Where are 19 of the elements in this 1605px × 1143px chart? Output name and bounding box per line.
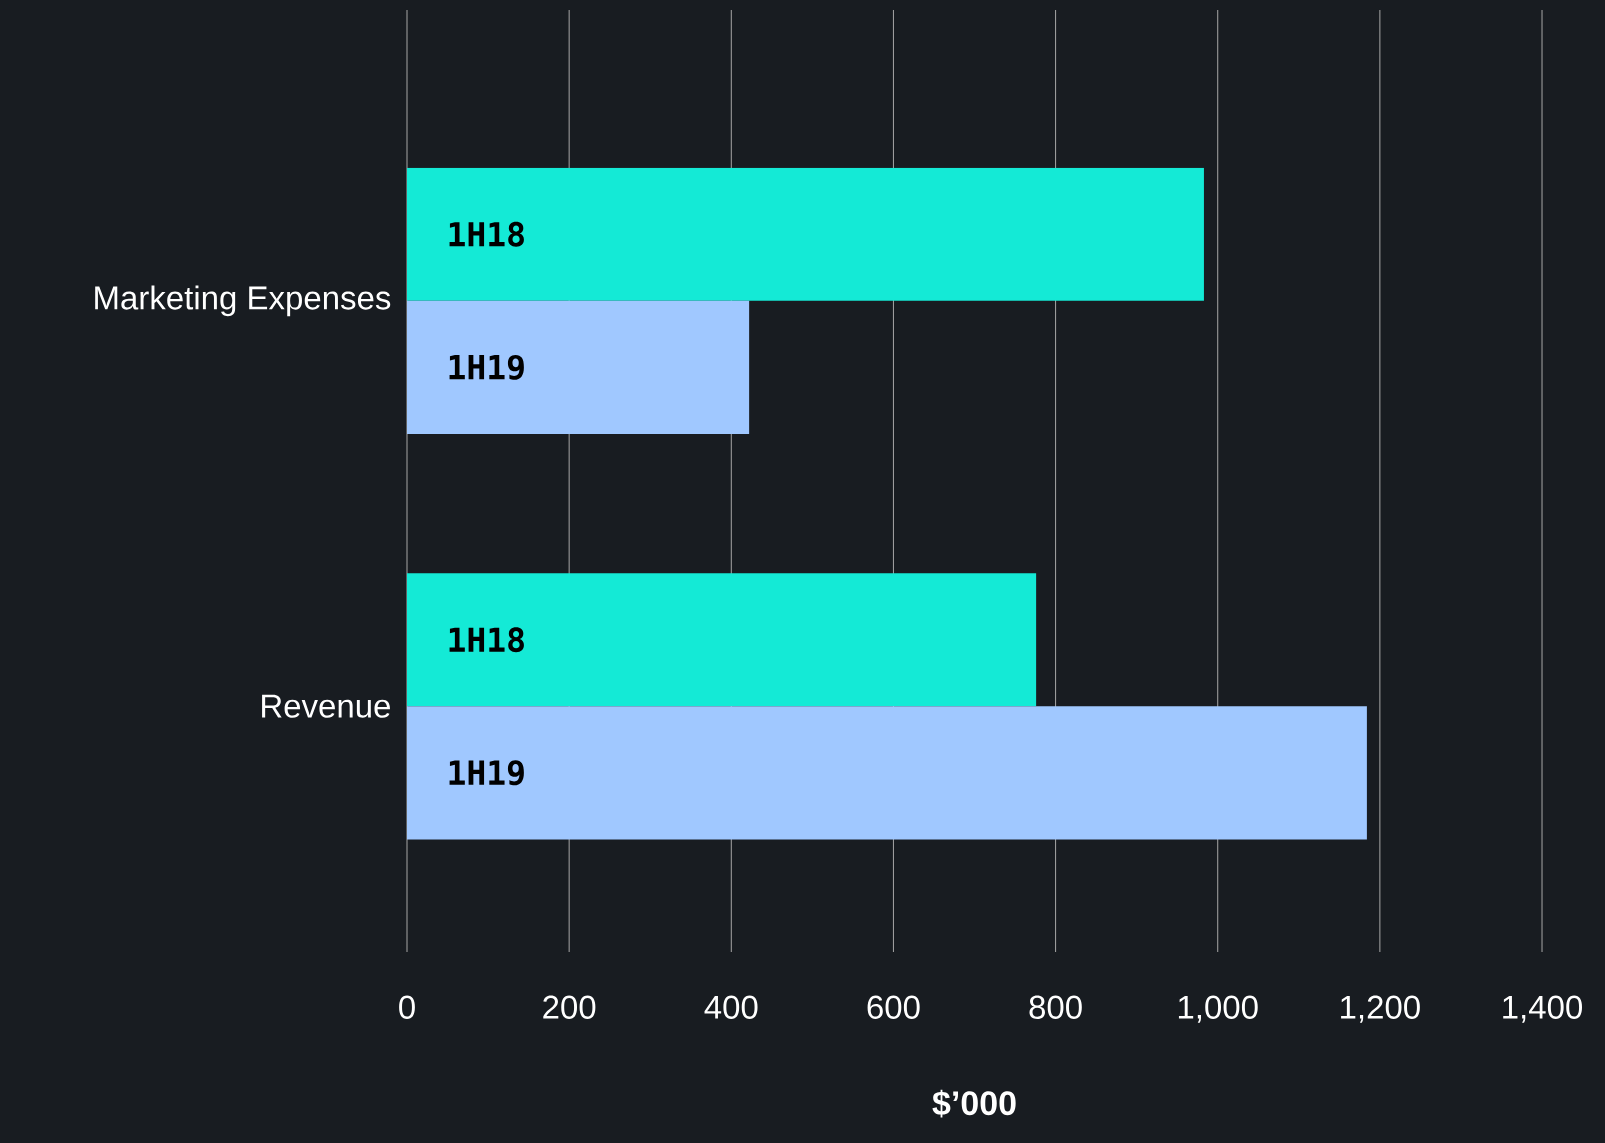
x-tick-label: 200 bbox=[543, 995, 596, 1019]
y-tick-label: Revenue bbox=[262, 694, 390, 718]
bar bbox=[407, 300, 750, 434]
y-tick-label: Marketing Expenses bbox=[95, 285, 391, 317]
text: 1H19 bbox=[449, 760, 524, 786]
x-axis-title: $’000 bbox=[932, 1089, 1016, 1118]
series-label: 1H18 bbox=[449, 221, 524, 247]
x-tick-label: 400 bbox=[704, 995, 758, 1019]
text: 1H18 bbox=[449, 627, 524, 653]
bar bbox=[407, 573, 1037, 707]
bar bbox=[407, 706, 1367, 840]
x-tick-label: 1,400 bbox=[1503, 995, 1583, 1023]
x-tick-label: 1,000 bbox=[1178, 995, 1258, 1023]
x-tick-label: 1,200 bbox=[1341, 995, 1420, 1023]
series-label: 1H19 bbox=[449, 354, 524, 380]
bar bbox=[407, 167, 1204, 301]
x-tick-label: 600 bbox=[867, 995, 920, 1019]
x-tick-label: 800 bbox=[1029, 995, 1082, 1019]
x-tick-label: 0 bbox=[399, 995, 415, 1019]
